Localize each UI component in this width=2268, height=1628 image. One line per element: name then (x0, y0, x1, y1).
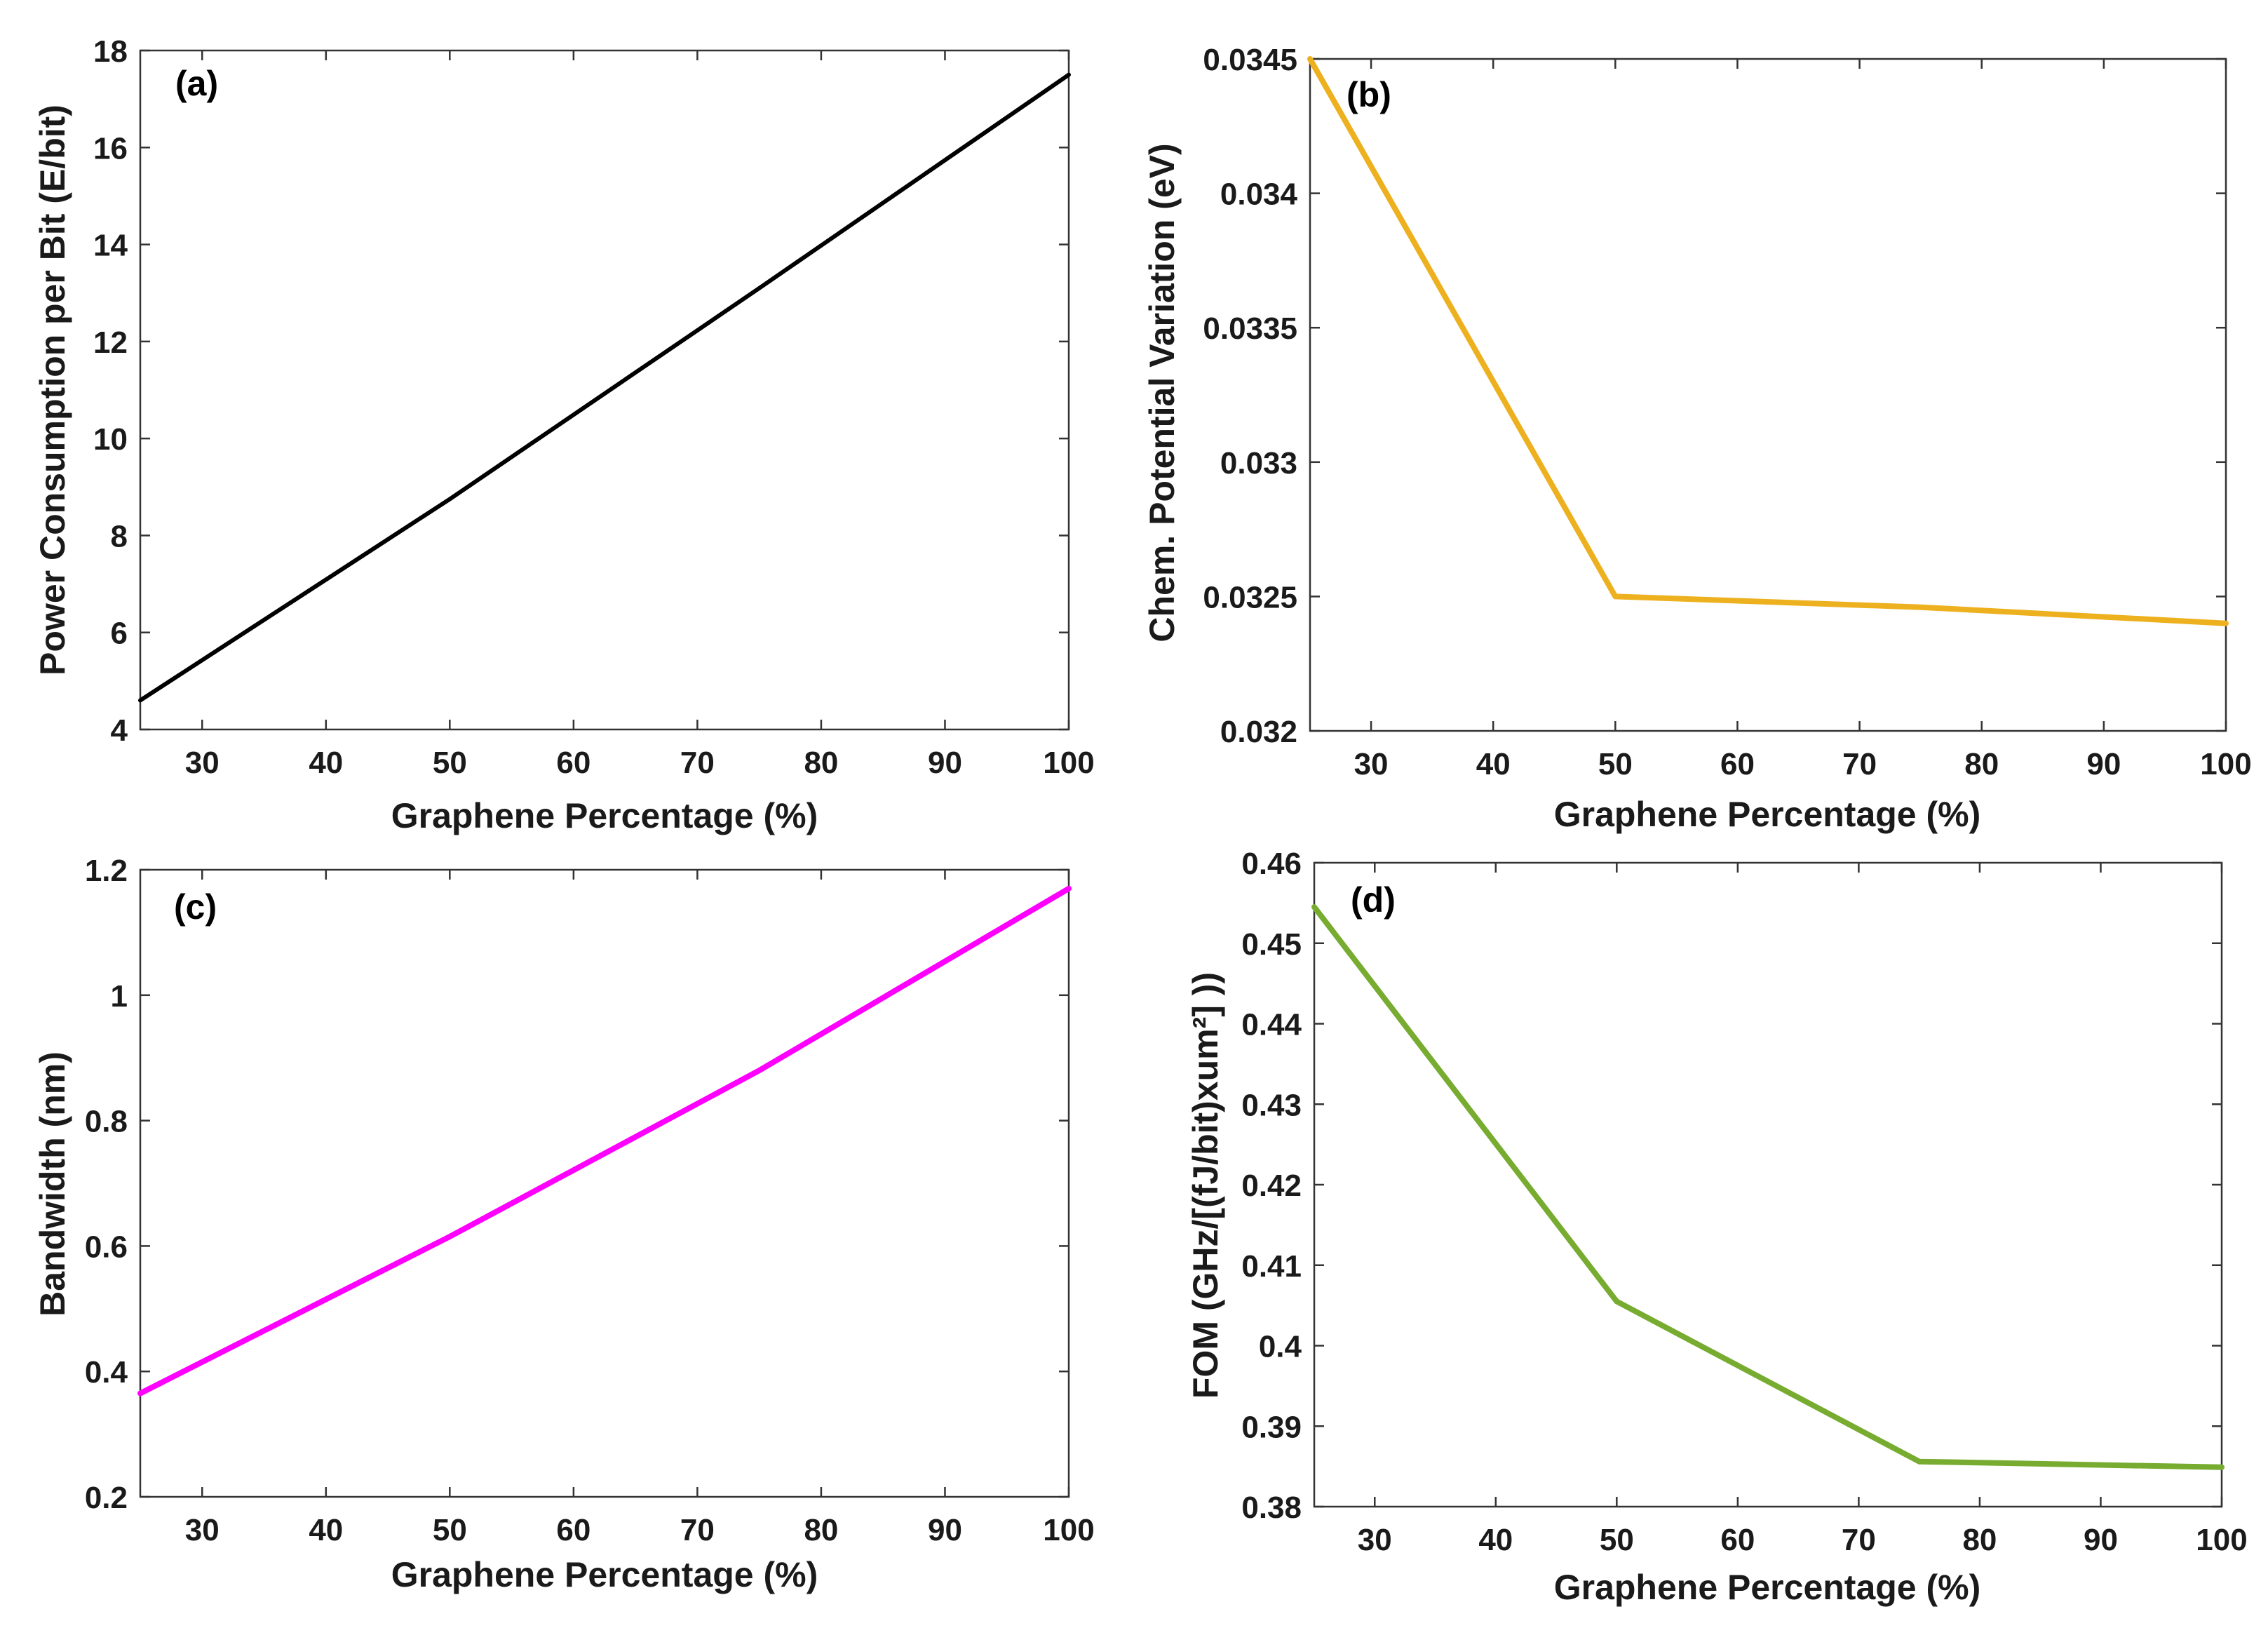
line-series-c (137, 885, 1072, 1397)
plot-frame-a (139, 49, 1070, 731)
x-tick-label-d: 40 (1478, 1523, 1513, 1557)
y-tick-label-d: 0.38 (1241, 1491, 1302, 1525)
x-tick-labels-c: 30 40 50 60 70 80 90 100 (185, 1513, 1095, 1547)
x-tick-label-c: 40 (309, 1513, 343, 1547)
y-tick-label-d: 0.45 (1241, 927, 1302, 962)
x-tick-label-d: 70 (1842, 1523, 1876, 1557)
y-tick-label-a: 6 (111, 617, 128, 651)
y-tick-labels-c: 0.2 0.4 0.6 0.8 1 1.2 (85, 854, 128, 1515)
x-tick-label-a: 90 (928, 746, 962, 780)
line-series-d (1311, 904, 2225, 1470)
ticks-a (140, 49, 1070, 731)
panel-label-a: (a) (175, 64, 218, 103)
plot-frame-d (1313, 861, 2223, 1508)
plot-frame-c (139, 868, 1070, 1498)
y-tick-label-b: 0.0335 (1203, 311, 1297, 346)
x-tick-labels-b: 30 40 50 60 70 80 90 100 (1354, 747, 2252, 781)
x-tick-label-d: 50 (1600, 1523, 1634, 1557)
x-tick-label-a: 60 (556, 746, 590, 780)
y-tick-label-a: 12 (93, 325, 128, 360)
x-tick-label-d: 80 (1962, 1523, 1997, 1557)
y-tick-label-b: 0.032 (1220, 715, 1297, 749)
x-tick-label-b: 90 (2086, 747, 2121, 781)
y-tick-label-d: 0.39 (1241, 1410, 1302, 1444)
y-tick-label-a: 10 (93, 422, 128, 457)
y-tick-label-d: 0.4 (1259, 1330, 1302, 1364)
x-tick-label-c: 50 (433, 1513, 467, 1547)
y-tick-labels-d: 0.38 0.39 0.4 0.41 0.42 0.43 0.44 0.45 0.46 (1241, 847, 1302, 1525)
x-axis-label-b: Graphene Percentage (%) (1554, 795, 1981, 834)
y-tick-labels-a: 4 6 8 10 12 14 16 18 (93, 34, 128, 748)
x-tick-label-a: 40 (309, 746, 343, 780)
x-tick-label-b: 50 (1598, 747, 1633, 781)
y-tick-label-c: 0.4 (85, 1355, 128, 1390)
panel-a: 30 40 50 60 70 80 90 100 4 6 8 10 12 14 16 18 (a) Grap… (33, 34, 1095, 835)
panel-c: 30 40 50 60 70 80 90 100 0.2 0.4 0.6 0.8 1 1.2 (c) G… (33, 854, 1095, 1594)
y-tick-label-a: 18 (93, 34, 128, 69)
x-tick-label-d: 90 (2084, 1523, 2118, 1557)
x-tick-label-a: 80 (804, 746, 838, 780)
x-tick-labels-a: 30 40 50 60 70 80 90 100 (185, 746, 1095, 780)
x-tick-label-a: 50 (433, 746, 467, 780)
x-tick-label-d: 30 (1358, 1523, 1392, 1557)
y-tick-label-b: 0.034 (1220, 177, 1298, 212)
y-tick-label-b: 0.0325 (1203, 580, 1297, 614)
x-axis-label-c: Graphene Percentage (%) (391, 1555, 818, 1594)
y-axis-label-d: FOM (GHz/[(fJ/bit)xum²] )) (1186, 972, 1225, 1399)
panel-label-c: (c) (174, 887, 217, 927)
y-tick-label-c: 1.2 (85, 854, 128, 888)
y-tick-label-d: 0.41 (1241, 1249, 1302, 1284)
x-tick-label-c: 80 (804, 1513, 838, 1547)
panel-d: 30 40 50 60 70 80 90 100 0.38 0.39 0.4 0.41 0.42 0.4… (1186, 847, 2248, 1607)
panel-b: 30 40 50 60 70 80 90 100 0.032 0.0325 0.033 0.0335… (1142, 43, 2252, 834)
y-tick-label-d: 0.44 (1241, 1008, 1302, 1042)
y-tick-label-d: 0.42 (1241, 1169, 1302, 1203)
x-tick-label-a: 30 (185, 746, 220, 780)
x-tick-label-b: 30 (1354, 747, 1389, 781)
line-series-b (1307, 56, 2229, 626)
y-tick-label-c: 0.6 (85, 1230, 128, 1264)
x-tick-label-c: 30 (185, 1513, 220, 1547)
x-axis-label-d: Graphene Percentage (%) (1554, 1568, 1981, 1607)
y-tick-label-b: 0.033 (1220, 446, 1297, 480)
y-tick-label-a: 4 (111, 713, 128, 748)
x-tick-label-c: 100 (1043, 1513, 1094, 1547)
x-tick-label-b: 100 (2200, 747, 2251, 781)
x-tick-label-b: 60 (1720, 747, 1755, 781)
y-axis-label-b: Chem. Potential Variation (eV) (1142, 143, 1182, 642)
plot-frame-b (1309, 58, 2227, 732)
y-tick-label-c: 0.2 (85, 1481, 128, 1515)
x-axis-label-a: Graphene Percentage (%) (391, 796, 818, 835)
x-tick-label-a: 100 (1043, 746, 1094, 780)
x-tick-label-d: 60 (1720, 1523, 1755, 1557)
x-tick-label-b: 80 (1964, 747, 1999, 781)
y-axis-label-a: Power Consumption per Bit (E/bit) (33, 105, 72, 675)
panel-label-b: (b) (1346, 75, 1391, 114)
x-tick-label-c: 90 (928, 1513, 962, 1547)
y-tick-label-a: 14 (93, 229, 128, 263)
y-tick-label-a: 16 (93, 131, 128, 166)
ticks-b (1310, 58, 2227, 732)
y-axis-label-c: Bandwidth (nm) (33, 1051, 72, 1317)
x-tick-label-b: 40 (1476, 747, 1511, 781)
y-tick-labels-b: 0.032 0.0325 0.033 0.0335 0.034 0.0345 (1203, 43, 1297, 749)
panel-label-d: (d) (1351, 880, 1396, 920)
ticks-c (140, 868, 1070, 1498)
x-tick-label-d: 100 (2196, 1523, 2247, 1557)
y-tick-label-d: 0.46 (1241, 847, 1302, 881)
x-tick-label-b: 70 (1842, 747, 1877, 781)
ticks-d (1314, 861, 2223, 1508)
x-tick-label-c: 70 (680, 1513, 715, 1547)
x-tick-labels-d: 30 40 50 60 70 80 90 100 (1358, 1523, 2248, 1557)
y-tick-label-d: 0.43 (1241, 1088, 1302, 1122)
y-tick-label-b: 0.0345 (1203, 43, 1297, 77)
x-tick-label-c: 60 (556, 1513, 590, 1547)
y-tick-label-a: 8 (111, 519, 128, 553)
y-tick-label-c: 0.8 (85, 1105, 128, 1139)
x-tick-label-a: 70 (680, 746, 715, 780)
y-tick-label-c: 1 (111, 979, 128, 1014)
line-series-a (138, 72, 1071, 703)
